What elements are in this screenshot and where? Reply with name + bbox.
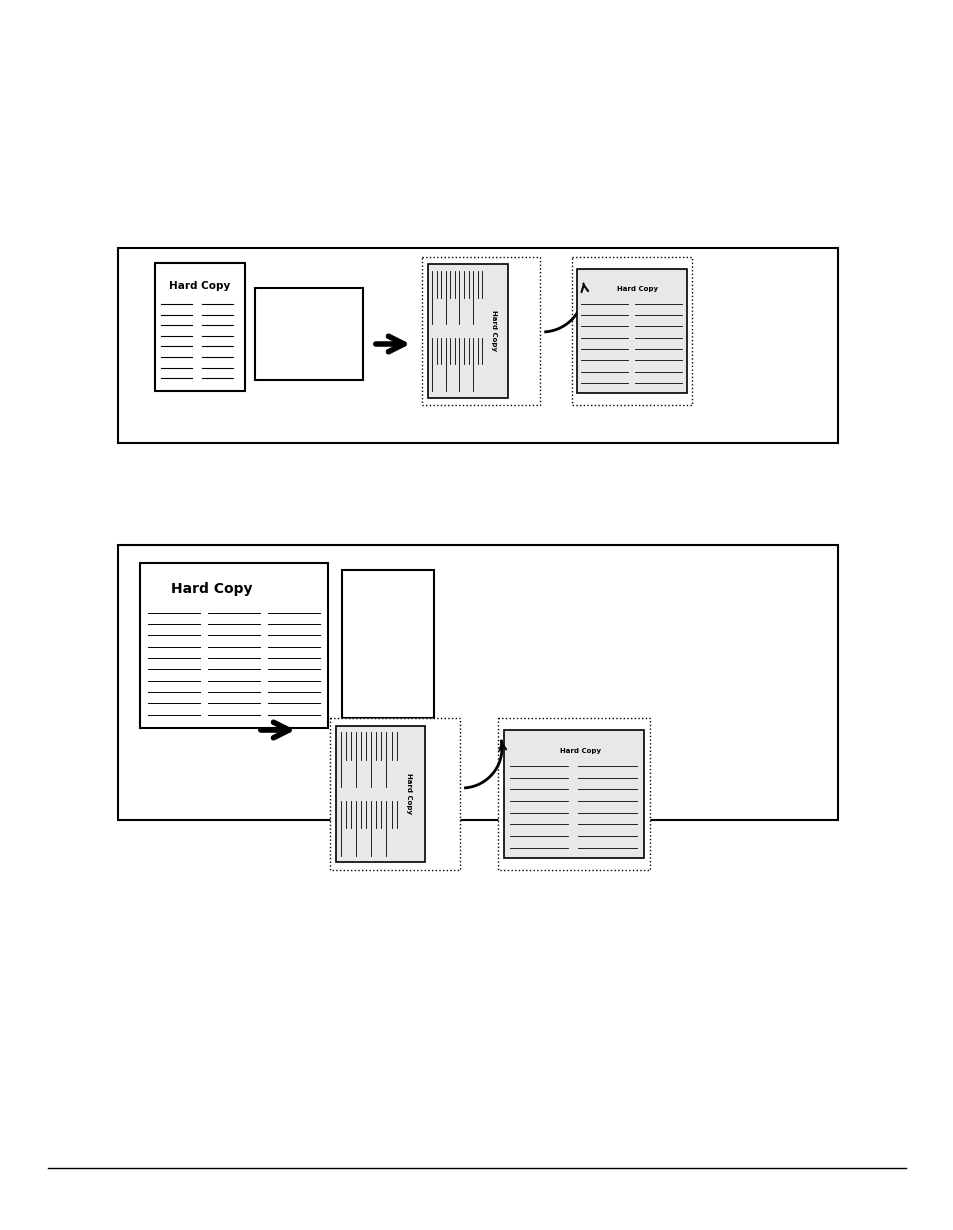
Bar: [330, 718, 459, 870]
Bar: [154, 263, 245, 391]
Text: Hard Copy: Hard Copy: [170, 280, 231, 292]
Text: Hard Copy: Hard Copy: [490, 310, 497, 352]
Bar: [118, 545, 837, 820]
Text: Hard Copy: Hard Copy: [406, 774, 412, 814]
Bar: [118, 248, 837, 443]
Bar: [254, 288, 363, 380]
Bar: [336, 726, 424, 862]
Bar: [503, 731, 643, 857]
Bar: [577, 269, 686, 394]
Bar: [497, 718, 649, 870]
Bar: [428, 264, 508, 397]
Bar: [421, 257, 539, 405]
Text: Hard Copy: Hard Copy: [617, 285, 658, 292]
Bar: [572, 257, 691, 405]
Text: Hard Copy: Hard Copy: [559, 748, 601, 754]
Bar: [341, 569, 434, 718]
Text: Hard Copy: Hard Copy: [171, 582, 252, 597]
Bar: [140, 563, 328, 728]
